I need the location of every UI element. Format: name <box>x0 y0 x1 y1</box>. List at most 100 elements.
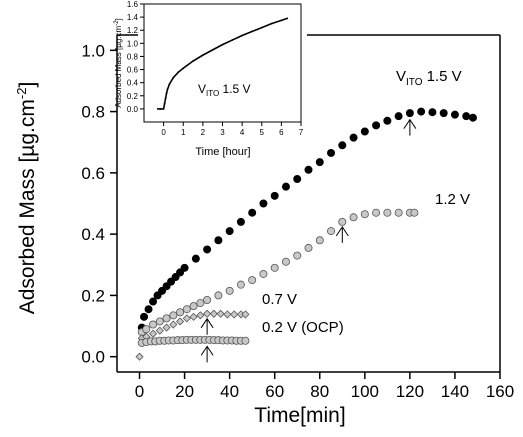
main-x-tick-label: 100 <box>351 382 379 401</box>
inset-data-point <box>251 30 253 33</box>
inset-data-point <box>241 34 244 37</box>
inset-x-tick-label: 0 <box>161 128 166 137</box>
data-point-series-0 <box>144 305 153 314</box>
inset-data-point <box>164 97 167 100</box>
data-point-series-0 <box>360 127 369 136</box>
series-label-1-5v-rest: 1.5 V <box>423 68 462 85</box>
inset-plot-frame <box>143 3 302 123</box>
data-point-series-1 <box>360 210 369 219</box>
data-point-series-2 <box>182 314 191 323</box>
data-point-series-0 <box>203 245 212 254</box>
main-x-tick-label: 120 <box>396 382 424 401</box>
data-point-series-0 <box>140 312 149 321</box>
data-point-series-1 <box>236 280 245 289</box>
inset-data-point <box>231 39 234 41</box>
main-x-tick-label: 160 <box>486 382 514 401</box>
inset-data-point <box>286 17 289 20</box>
main-data-points <box>135 107 477 361</box>
inset-annotation: VITO 1.5 V <box>198 82 251 98</box>
data-point-series-2 <box>241 310 250 319</box>
data-point-series-0 <box>468 113 477 122</box>
inset-data-point <box>192 60 194 62</box>
main-x-axis-title: Time[min] <box>254 404 345 427</box>
data-point-series-1 <box>162 314 171 323</box>
inset-data-point <box>201 54 204 57</box>
main-x-tick-label: 40 <box>220 382 239 401</box>
inset-data-point <box>177 71 180 74</box>
inset-annotation-rest: 1.5 V <box>219 82 250 96</box>
main-y-tick-label: 0.8 <box>81 103 105 122</box>
main-plot-frame <box>116 34 501 373</box>
inset-data-point <box>166 88 169 91</box>
data-point-series-0 <box>149 297 158 306</box>
inset-y-tick-label: 0.4 <box>127 79 139 88</box>
data-point-series-1 <box>155 317 164 326</box>
inset-y-tick-label: 0.8 <box>127 52 139 61</box>
data-point-series-1 <box>304 243 313 252</box>
data-point-series-0 <box>383 116 392 125</box>
data-point-series-2 <box>162 323 171 332</box>
data-point-series-1 <box>149 320 158 329</box>
main-y-axis-title-close: ] <box>16 82 39 88</box>
series-label-0-7v: 0.7 V <box>262 291 297 308</box>
inset-y-axis-title-close: ] <box>114 18 123 20</box>
data-point-series-0 <box>180 263 189 272</box>
inset-x-tick-label: 6 <box>279 128 284 137</box>
data-point-series-0 <box>338 141 347 150</box>
main-x-tick-label: 20 <box>175 382 194 401</box>
main-y-axis-title-sup: -2 <box>14 88 29 100</box>
data-point-series-1 <box>293 251 302 260</box>
data-point-series-2 <box>223 310 232 319</box>
main-x-tick-label: 60 <box>265 382 284 401</box>
inset-data-point <box>163 102 166 105</box>
data-point-series-0 <box>315 158 324 167</box>
data-point-series-0 <box>236 217 245 226</box>
main-x-tick-label: 0 <box>135 382 144 401</box>
data-point-series-0 <box>191 254 200 263</box>
arrow-head <box>200 345 214 356</box>
inset-x-tick-label: 5 <box>260 128 265 137</box>
inset-y-tick-label: 1.6 <box>127 0 139 9</box>
main-y-tick-label: 0.4 <box>81 225 105 244</box>
series-label-0-2v-ocp: 0.2 V (OCP) <box>262 319 344 336</box>
data-point-series-0 <box>259 199 268 208</box>
inset-data-point <box>280 19 283 22</box>
arrow-head <box>403 118 417 129</box>
inset-y-tick-label: 0.6 <box>127 66 139 75</box>
inset-x-axis-title: Time [hour] <box>195 146 250 158</box>
inset-data-point <box>211 48 214 51</box>
inset-border <box>143 3 302 123</box>
data-point-series-1 <box>176 308 185 317</box>
series-label-1-2v: 1.2 V <box>435 191 470 208</box>
series-label-1-5v-sub: ITO <box>406 77 423 88</box>
inset-data-point <box>156 107 159 110</box>
data-point-series-1 <box>281 257 290 266</box>
inset-data-point <box>221 43 224 46</box>
data-point-series-1 <box>349 213 358 222</box>
data-point-series-0 <box>405 109 414 118</box>
data-point-series-1 <box>327 227 336 236</box>
data-point-series-1 <box>169 311 178 320</box>
data-point-series-1 <box>383 208 392 217</box>
data-point-series-2 <box>189 312 198 321</box>
data-point-series-0 <box>450 110 459 119</box>
data-point-series-0 <box>372 121 381 130</box>
data-point-series-0 <box>270 191 279 200</box>
inset-ticks: 0 1 2 3 4 5 6 7 0.0 0.2 0.4 0.6 0.8 1.0 1.2 1.4 1.6 <box>127 0 304 137</box>
inset-x-tick-label: 4 <box>240 128 245 137</box>
data-point-series-0 <box>349 133 358 142</box>
inset-y-tick-label: 1.0 <box>127 39 139 48</box>
inset-data-point <box>165 92 168 95</box>
data-point-series-1 <box>142 325 151 334</box>
inset-y-tick-label: 1.2 <box>127 26 139 35</box>
inset-data-point <box>182 67 185 70</box>
data-point-series-2 <box>169 320 178 329</box>
data-point-series-2 <box>216 309 225 318</box>
main-y-tick-label: 0.2 <box>81 286 105 305</box>
inset-y-tick-label: 1.4 <box>127 13 139 22</box>
data-point-series-1 <box>372 208 381 217</box>
data-point-series-2 <box>176 317 185 326</box>
